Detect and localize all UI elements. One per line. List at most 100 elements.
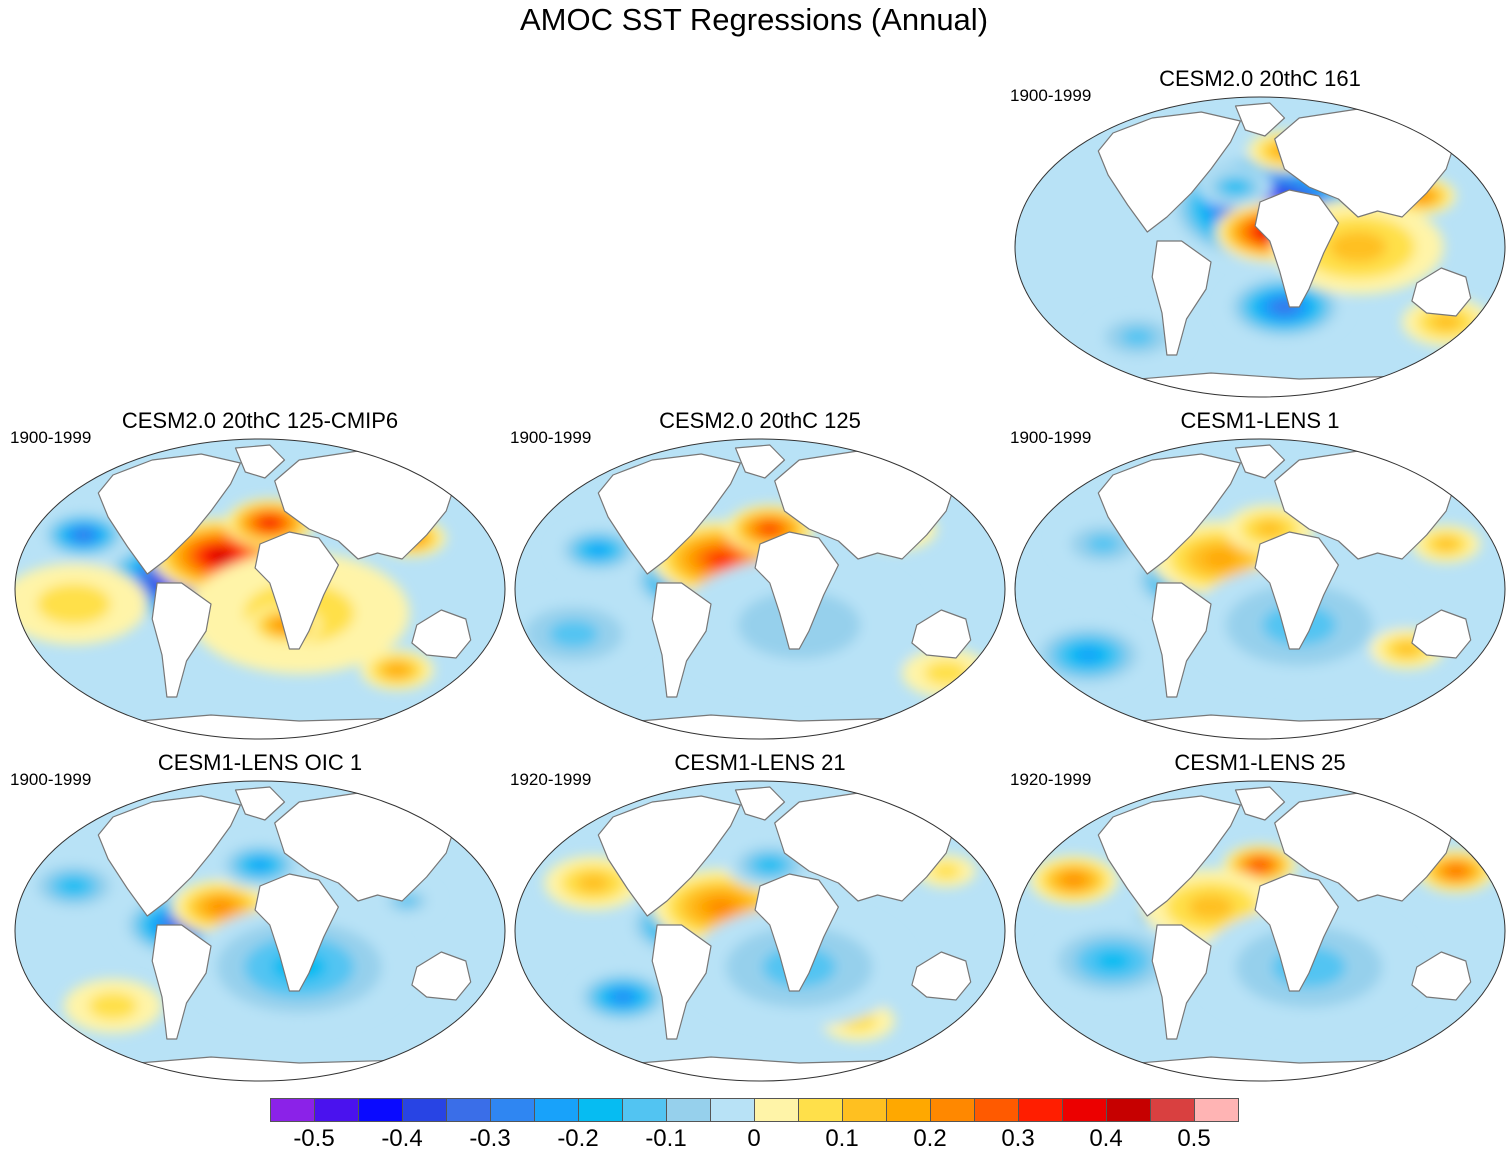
colorbar-box [1018, 1098, 1063, 1122]
sst-anomaly [1329, 231, 1387, 263]
colorbar-tick-label: -0.5 [293, 1125, 335, 1152]
continent-greenland [1234, 444, 1286, 479]
panel-period: 1900-1999 [10, 428, 92, 447]
continent-greenland [1234, 102, 1286, 137]
world-map [514, 780, 1006, 1082]
colorbar-box [270, 1098, 315, 1122]
colorbar-tick-label: -0.1 [645, 1125, 687, 1152]
colorbar-box [490, 1098, 535, 1122]
continent-africa [1254, 873, 1339, 992]
continent-greenland [234, 444, 286, 479]
panel-period: 1900-1999 [10, 770, 92, 789]
sst-anomaly [1394, 642, 1420, 656]
colorbar-box [446, 1098, 491, 1122]
sst-anomaly [1431, 313, 1461, 331]
map-outline [1014, 438, 1506, 740]
panel-period: 1900-1999 [1010, 86, 1092, 105]
panel-period: 1920-1999 [1010, 770, 1092, 789]
colorbar-tick-label: 0.1 [825, 1125, 859, 1152]
colorbar-tick-label: -0.4 [381, 1125, 423, 1152]
colorbar-box [974, 1098, 1019, 1122]
continent-greenland [734, 444, 786, 479]
continent-australia [1411, 267, 1472, 317]
map-panel-cesm1-lens-25: CESM1-LENS 25 1920-1999 [1010, 750, 1508, 1090]
continent-africa [754, 531, 839, 650]
sst-anomaly [388, 664, 407, 676]
sst-anomaly [924, 660, 969, 686]
sst-anomaly [77, 531, 90, 539]
sst-anomaly [1018, 358, 1071, 388]
world-map [1014, 780, 1506, 1082]
colorbar-box [666, 1098, 711, 1122]
sst-anomaly [763, 525, 777, 533]
panel-title: CESM1-LENS 25 [1174, 750, 1346, 775]
sst-anomaly [707, 899, 735, 915]
continent-south-america [1151, 582, 1212, 698]
sst-anomaly [1449, 867, 1463, 875]
sst-anomaly [1254, 862, 1266, 868]
sst-anomaly [211, 901, 231, 913]
map-outline [14, 438, 506, 740]
map-panel-cesm2-161: CESM2.0 20thC 161 1900-1999 [1010, 66, 1508, 406]
panel-period: 1920-1999 [510, 770, 592, 789]
sst-anomaly [614, 992, 631, 1002]
colorbar-box [1106, 1098, 1151, 1122]
sst-anomaly [15, 694, 87, 736]
continent-north-america [1097, 453, 1241, 575]
world-map [1014, 96, 1506, 398]
sst-anomaly [589, 545, 608, 555]
continent-australia [1411, 951, 1472, 1001]
sst-anomaly [24, 701, 74, 729]
colorbar-tick-label: 0.4 [1089, 1125, 1123, 1152]
continent-africa [254, 531, 339, 650]
colorbar-box [314, 1098, 359, 1122]
sst-anomaly [61, 879, 87, 893]
map-panel-cesm2-125-cmip6: CESM2.0 20thC 125-CMIP6 1900-1999 [10, 408, 510, 748]
colorbar [270, 1098, 1239, 1122]
map-outline [1014, 780, 1506, 1082]
continent-south-america [151, 924, 212, 1040]
sst-anomaly [213, 551, 229, 561]
sst-anomaly [1064, 875, 1083, 885]
sst-anomaly [37, 583, 111, 625]
map-panel-cesm1-lens-1: CESM1-LENS 1 1900-1999 [1010, 408, 1508, 748]
sst-anomaly [1040, 370, 1049, 376]
colorbar-box [578, 1098, 623, 1122]
sst-anomaly [711, 553, 731, 565]
panel-title: CESM2.0 20thC 125 [659, 408, 861, 433]
colorbar-box [1062, 1098, 1107, 1122]
sst-anomaly [931, 862, 961, 880]
sst-anomaly [1226, 181, 1245, 193]
figure-title: AMOC SST Regressions (Annual) [519, 2, 989, 37]
continent-greenland [234, 786, 286, 821]
world-map [1014, 438, 1506, 740]
world-map [14, 438, 506, 740]
world-map [514, 438, 1006, 740]
panel-title: CESM2.0 20thC 125-CMIP6 [121, 408, 399, 433]
continent-africa [1254, 531, 1339, 650]
continent-africa [1254, 189, 1339, 308]
colorbar-box [402, 1098, 447, 1122]
colorbar-box [534, 1098, 579, 1122]
continent-south-america [151, 582, 212, 698]
sst-anomaly [88, 992, 138, 1020]
sst-anomaly [1015, 356, 1075, 390]
continent-africa [254, 873, 339, 992]
sst-anomaly [1203, 549, 1238, 569]
sst-anomaly [1086, 535, 1120, 553]
panel-title: CESM1-LENS 21 [674, 750, 846, 775]
map-panel-cesm2-125: CESM2.0 20thC 125 1900-1999 [510, 408, 1010, 748]
map-outline [14, 780, 506, 1082]
continent-north-america [1097, 111, 1241, 233]
map-outline [514, 438, 1006, 740]
colorbar-box [1194, 1098, 1239, 1122]
sst-anomaly [1031, 365, 1058, 381]
colorbar-box [710, 1098, 755, 1122]
map-panel-cesm1-lens-oic-1: CESM1-LENS OIC 1 1900-1999 [10, 750, 510, 1090]
continent-australia [911, 951, 972, 1001]
continent-south-america [1151, 924, 1212, 1040]
sst-anomaly [1255, 520, 1285, 538]
panel-title: CESM2.0 20thC 161 [1159, 66, 1361, 91]
map-panel-cesm1-lens-21: CESM1-LENS 21 1920-1999 [510, 750, 1010, 1090]
sst-anomaly [1015, 353, 1080, 393]
